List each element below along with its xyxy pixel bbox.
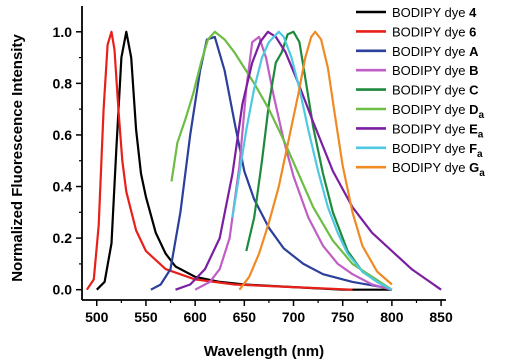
series-line-8 (231, 30, 393, 291)
y-tick-label: 1.0 (53, 24, 73, 40)
legend-label-6: BODIPY dye Da (392, 102, 484, 121)
series-lines (85, 30, 442, 291)
y-tick-label: 0.2 (53, 230, 73, 246)
legend-label-8: BODIPY dye Fa (392, 141, 483, 160)
series-line-2 (85, 30, 353, 291)
legend-label-9: BODIPY dye Ga (392, 160, 485, 179)
y-tick-label: 0.6 (53, 127, 73, 143)
x-axis-title: Wavelength (nm) (204, 343, 324, 360)
legend: BODIPY dye 4 BODIPY dye 6 BODIPY dye A BODI… (356, 5, 485, 179)
legend-label-3: BODIPY dye A (392, 44, 479, 59)
x-tick-label: 750 (331, 309, 355, 325)
x-tick-label: 700 (282, 309, 306, 325)
x-tick-label: 650 (233, 309, 257, 325)
x-tick-label: 550 (134, 309, 158, 325)
legend-label-5: BODIPY dye C (392, 83, 479, 98)
legend-label-2: BODIPY dye 6 (392, 24, 476, 39)
y-axis-title: Normalized Fluorescence Intensity (9, 34, 26, 282)
y-tick-label: 0.8 (53, 75, 73, 91)
series-line-6 (170, 30, 393, 291)
x-tick-label: 800 (380, 309, 404, 325)
axes (81, 6, 446, 301)
series-line-5 (245, 30, 393, 291)
series-line-4 (194, 35, 393, 291)
x-tick-label: 600 (183, 309, 207, 325)
series-line-3 (150, 35, 393, 291)
y-tick-label: 0.4 (53, 179, 73, 195)
ticks: 500 550 600 650 700 750 800 850 0.0 0.2 0.4 0.6 0.8 1… (53, 24, 453, 325)
legend-label-4: BODIPY dye B (392, 63, 478, 78)
legend-label-7: BODIPY dye Ea (392, 121, 484, 140)
legend-label-1: BODIPY dye 4 (392, 5, 477, 20)
series-line-9 (238, 30, 393, 291)
y-tick-label: 0.0 (53, 282, 73, 298)
x-tick-label: 500 (85, 309, 109, 325)
x-tick-label: 850 (429, 309, 453, 325)
series-line-7 (175, 30, 442, 291)
